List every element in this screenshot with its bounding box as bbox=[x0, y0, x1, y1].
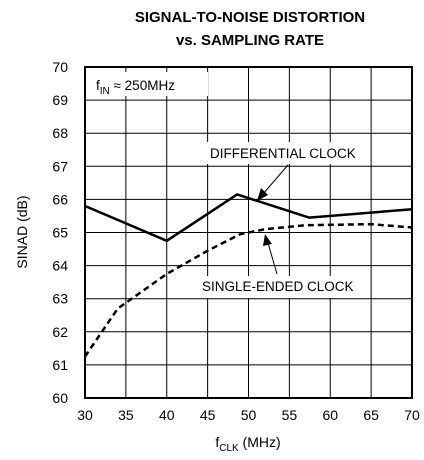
condition-label: fIN ≈ 250MHz bbox=[90, 72, 208, 97]
y-tick-label-4: 64 bbox=[52, 258, 68, 274]
x-tick-label-5: 55 bbox=[282, 407, 298, 423]
x-axis-label-main: f bbox=[215, 434, 219, 450]
grid bbox=[85, 67, 412, 398]
side-id: MAX1211 toc14 bbox=[422, 68, 424, 125]
chart-title-line2: vs. SAMPLING RATE bbox=[176, 32, 324, 49]
condition-f: f bbox=[96, 78, 100, 93]
y-tick-label-2: 62 bbox=[52, 324, 68, 340]
x-tick-label-6: 60 bbox=[322, 407, 338, 423]
x-tick-label-2: 40 bbox=[159, 407, 175, 423]
y-tick-label-7: 67 bbox=[52, 158, 68, 174]
condition-label-bg bbox=[90, 72, 208, 96]
x-tick-label-7: 65 bbox=[363, 407, 379, 423]
annotation-single-ended: SINGLE-ENDED CLOCK bbox=[198, 234, 360, 298]
x-axis-label-unit: (MHz) bbox=[239, 434, 281, 450]
x-tick-label-0: 30 bbox=[77, 407, 93, 423]
y-axis-label: SINAD (dB) bbox=[14, 195, 30, 268]
series-line-differential-clock bbox=[84, 193, 413, 243]
x-tick-label-3: 45 bbox=[200, 407, 216, 423]
annotation-differential-pointer bbox=[262, 164, 289, 195]
annotation-differential: DIFFERENTIAL CLOCK bbox=[206, 142, 358, 201]
annotation-single-ended-bg bbox=[198, 276, 360, 298]
svg-text:fIN ≈ 250MHz: fIN ≈ 250MHz bbox=[96, 78, 175, 97]
annotation-differential-bg bbox=[206, 142, 358, 164]
annotation-single-ended-arrowhead bbox=[263, 234, 272, 246]
annotation-single-ended-pointer bbox=[267, 242, 278, 275]
y-tick-label-6: 66 bbox=[52, 191, 68, 207]
chart-title-line1: SIGNAL-TO-NOISE DISTORTION bbox=[135, 9, 365, 26]
y-tick-labels: 60 61 62 63 64 65 66 67 68 69 70 bbox=[52, 59, 68, 406]
series-group bbox=[83, 193, 413, 358]
annotation-differential-arrowhead bbox=[257, 188, 268, 201]
x-axis-label: fCLK (MHz) bbox=[215, 434, 280, 454]
condition-rest: ≈ 250MHz bbox=[110, 78, 175, 93]
y-tick-label-0: 60 bbox=[52, 390, 68, 406]
y-tick-label-9: 69 bbox=[52, 92, 68, 108]
condition-sub: IN bbox=[100, 86, 110, 97]
annotation-single-ended-text: SINGLE-ENDED CLOCK bbox=[202, 279, 354, 294]
y-tick-label-8: 68 bbox=[52, 125, 68, 141]
x-tick-labels: 30 35 40 45 50 55 60 65 70 bbox=[77, 407, 420, 423]
x-tick-label-4: 50 bbox=[241, 407, 257, 423]
y-tick-label-3: 63 bbox=[52, 291, 68, 307]
x-axis-label-sub: CLK bbox=[219, 443, 239, 454]
y-tick-label-5: 65 bbox=[52, 225, 68, 241]
x-tick-label-8: 70 bbox=[404, 407, 420, 423]
x-tick-label-1: 35 bbox=[118, 407, 134, 423]
y-tick-label-10: 70 bbox=[52, 59, 68, 75]
series-line-single-ended-clock bbox=[83, 222, 413, 358]
y-tick-label-1: 61 bbox=[52, 357, 68, 373]
plot-frame bbox=[84, 66, 413, 399]
annotation-differential-text: DIFFERENTIAL CLOCK bbox=[210, 146, 356, 161]
